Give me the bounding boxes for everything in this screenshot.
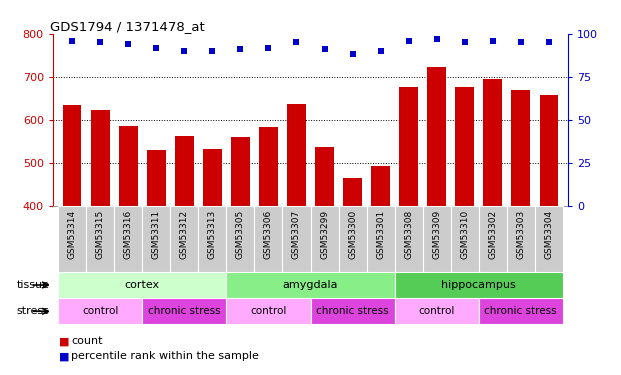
Text: count: count	[71, 336, 103, 346]
Text: GSM53302: GSM53302	[488, 210, 497, 259]
Bar	[288, 104, 306, 206]
Bar	[512, 90, 530, 206]
Bar	[310, 206, 338, 272]
Bar	[114, 206, 142, 272]
Point	[543, 39, 553, 45]
Bar	[394, 298, 479, 324]
Text: GSM53309: GSM53309	[432, 210, 441, 259]
Bar	[338, 206, 366, 272]
Bar	[91, 110, 109, 206]
Text: GSM53305: GSM53305	[236, 210, 245, 259]
Text: GSM53301: GSM53301	[376, 210, 385, 259]
Text: cortex: cortex	[125, 280, 160, 290]
Point	[152, 45, 161, 51]
Text: GSM53312: GSM53312	[180, 210, 189, 259]
Point	[404, 38, 414, 44]
Bar	[58, 298, 142, 324]
Text: chronic stress: chronic stress	[316, 306, 389, 316]
Point	[348, 51, 358, 57]
Bar	[540, 95, 558, 206]
Bar	[260, 128, 278, 206]
Text: GDS1794 / 1371478_at: GDS1794 / 1371478_at	[50, 20, 205, 33]
Text: GSM53300: GSM53300	[348, 210, 357, 259]
Bar	[203, 149, 222, 206]
Text: chronic stress: chronic stress	[148, 306, 220, 316]
Bar	[507, 206, 535, 272]
Point	[376, 48, 386, 54]
Text: GSM53306: GSM53306	[264, 210, 273, 259]
Bar	[175, 136, 194, 206]
Text: GSM53299: GSM53299	[320, 210, 329, 259]
Text: GSM53308: GSM53308	[404, 210, 413, 259]
Bar	[315, 147, 333, 206]
Text: GSM53310: GSM53310	[460, 210, 469, 259]
Point	[291, 39, 301, 45]
Bar	[535, 206, 563, 272]
Bar	[227, 206, 255, 272]
Text: GSM53314: GSM53314	[68, 210, 77, 259]
Bar	[63, 105, 81, 206]
Bar	[422, 206, 451, 272]
Text: ■: ■	[59, 336, 70, 346]
Text: hippocampus: hippocampus	[441, 280, 516, 290]
Bar	[86, 206, 114, 272]
Bar	[451, 206, 479, 272]
Text: GSM53307: GSM53307	[292, 210, 301, 259]
Point	[263, 45, 273, 51]
Point	[432, 36, 442, 42]
Bar	[227, 272, 394, 298]
Bar	[343, 178, 361, 206]
Point	[124, 41, 134, 47]
Bar	[227, 298, 310, 324]
Bar	[142, 298, 227, 324]
Point	[235, 46, 245, 52]
Bar	[147, 150, 166, 206]
Bar	[255, 206, 283, 272]
Bar	[232, 137, 250, 206]
Bar	[427, 68, 446, 206]
Text: ■: ■	[59, 351, 70, 361]
Bar	[399, 87, 418, 206]
Text: GSM53304: GSM53304	[544, 210, 553, 259]
Bar	[366, 206, 394, 272]
Bar	[371, 166, 389, 206]
Point	[96, 39, 106, 45]
Text: percentile rank within the sample: percentile rank within the sample	[71, 351, 260, 361]
Bar	[479, 206, 507, 272]
Bar	[283, 206, 310, 272]
Bar	[142, 206, 170, 272]
Text: tissue: tissue	[17, 280, 50, 290]
Point	[68, 38, 78, 44]
Text: chronic stress: chronic stress	[484, 306, 557, 316]
Text: GSM53316: GSM53316	[124, 210, 133, 259]
Point	[487, 38, 497, 44]
Point	[179, 48, 189, 54]
Point	[460, 39, 469, 45]
Point	[515, 39, 525, 45]
Text: GSM53311: GSM53311	[152, 210, 161, 259]
Bar	[455, 87, 474, 206]
Bar	[484, 79, 502, 206]
Text: GSM53315: GSM53315	[96, 210, 105, 259]
Bar	[170, 206, 199, 272]
Text: amygdala: amygdala	[283, 280, 338, 290]
Text: control: control	[250, 306, 287, 316]
Bar	[394, 272, 563, 298]
Text: GSM53303: GSM53303	[516, 210, 525, 259]
Text: stress: stress	[17, 306, 50, 316]
Bar	[119, 126, 137, 206]
Text: GSM53313: GSM53313	[208, 210, 217, 259]
Text: control: control	[419, 306, 455, 316]
Text: control: control	[82, 306, 119, 316]
Point	[207, 48, 217, 54]
Bar	[58, 206, 86, 272]
Bar	[199, 206, 227, 272]
Bar	[394, 206, 422, 272]
Point	[320, 46, 330, 52]
Bar	[479, 298, 563, 324]
Bar	[58, 272, 227, 298]
Bar	[310, 298, 394, 324]
